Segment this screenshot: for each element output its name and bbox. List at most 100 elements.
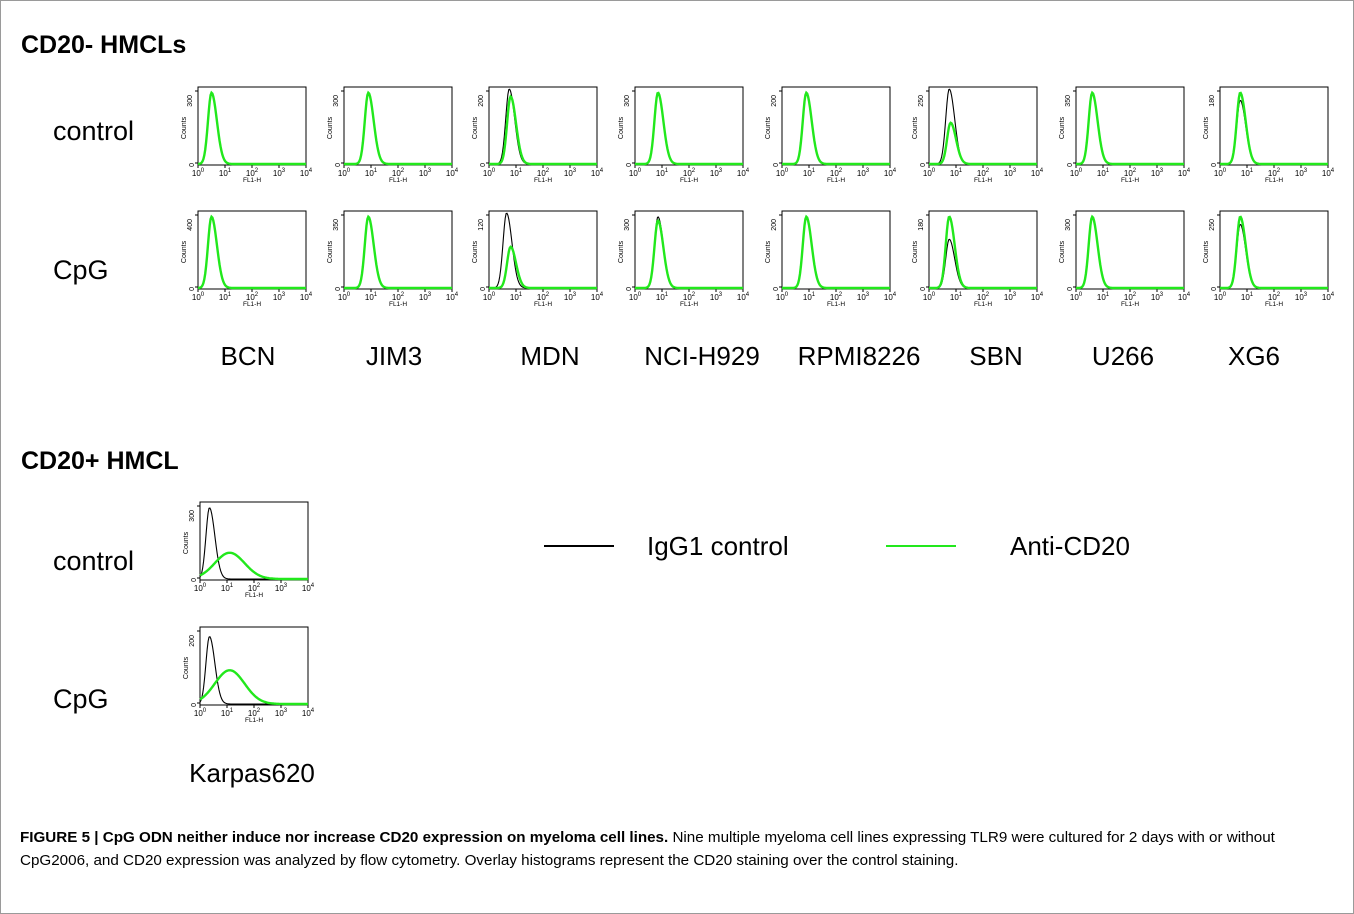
series-line-anti-cd20	[782, 90, 890, 166]
y-max-tick-label: 350	[1065, 95, 1072, 107]
y-max-tick-label: 120	[478, 219, 485, 231]
histogram-BCN-control: 300 0 Counts 100 101 102 103 104 FL1-H	[181, 86, 313, 184]
x-tick-label: 100	[483, 168, 496, 178]
series-line-igg1-control	[782, 215, 890, 289]
x-tick-label: 103	[419, 292, 432, 302]
y-zero-tick-label: 0	[773, 163, 780, 167]
x-axis-label: FL1-H	[245, 717, 263, 724]
y-max-tick-label: 250	[1209, 219, 1216, 231]
series-line-igg1-control	[344, 215, 452, 289]
y-axis-label: Counts	[618, 240, 625, 263]
histogram-XG6-control: 180 0 Counts 100 101 102 103 104 FL1-H	[1203, 86, 1335, 184]
x-tick-label: 103	[564, 292, 577, 302]
x-tick-label: 102	[683, 292, 696, 302]
series-line-igg1-control	[1076, 91, 1184, 165]
series-line-igg1-control	[782, 91, 890, 165]
x-tick-label: 104	[737, 168, 750, 178]
x-axis-label: FL1-H	[534, 301, 552, 308]
histogram-JIM3-control: 300 0 Counts 100 101 102 103 104 FL1-H	[327, 86, 459, 184]
figure-caption: FIGURE 5 | CpG ODN neither induce nor in…	[20, 826, 1340, 872]
y-zero-tick-label: 0	[191, 578, 198, 582]
y-max-tick-label: 180	[1209, 95, 1216, 107]
series-line-anti-cd20	[782, 214, 890, 290]
x-tick-label: 100	[338, 292, 351, 302]
series-line-anti-cd20	[197, 90, 306, 166]
x-tick-label: 101	[365, 292, 378, 302]
x-tick-label: 103	[1004, 168, 1017, 178]
x-tick-label: 100	[923, 292, 936, 302]
x-tick-label: 101	[1241, 292, 1254, 302]
cell-line-label: NCI-H929	[644, 341, 760, 371]
plot-frame	[343, 210, 453, 290]
x-tick-label: 103	[1004, 292, 1017, 302]
histogram-MDN-cpg: 120 0 Counts 100 101 102 103 104 FL1-H	[472, 210, 604, 308]
x-axis-label: FL1-H	[1121, 301, 1139, 308]
x-tick-label: 102	[392, 168, 405, 178]
x-tick-label: 104	[1322, 292, 1335, 302]
x-tick-label: 104	[446, 292, 459, 302]
x-tick-label: 104	[591, 168, 604, 178]
x-tick-label: 104	[1322, 168, 1335, 178]
y-zero-tick-label: 0	[1067, 163, 1074, 167]
x-axis-label: FL1-H	[245, 592, 263, 599]
x-tick-label: 100	[629, 168, 642, 178]
plot-frame	[781, 86, 891, 166]
x-tick-label: 102	[830, 168, 843, 178]
row-label-cpg-karpas: CpG	[53, 684, 109, 714]
series-line-igg1-control	[199, 507, 308, 580]
x-tick-label: 104	[591, 292, 604, 302]
series-line-igg1-control	[1076, 215, 1184, 289]
plot-frame	[343, 86, 453, 166]
cell-line-label-karpas: Karpas620	[189, 758, 315, 788]
x-tick-label: 102	[1268, 292, 1281, 302]
y-max-tick-label: 200	[189, 635, 196, 647]
x-tick-label: 103	[1151, 292, 1164, 302]
legend-swatch-anti-cd20	[886, 545, 956, 547]
x-tick-label: 102	[392, 292, 405, 302]
cell-line-label: U266	[1091, 341, 1155, 371]
cell-line-label: RPMI8226	[797, 341, 921, 371]
x-tick-label: 104	[884, 292, 897, 302]
series-line-igg1-control	[489, 88, 597, 165]
series-line-anti-cd20	[929, 121, 1037, 166]
x-tick-label: 101	[510, 168, 523, 178]
plot-frame	[199, 501, 309, 581]
histogram-SBN-cpg: 180 0 Counts 100 101 102 103 104 FL1-H	[912, 210, 1044, 308]
x-tick-label: 102	[537, 168, 550, 178]
x-axis-label: FL1-H	[680, 177, 698, 184]
y-max-tick-label: 180	[918, 219, 925, 231]
y-zero-tick-label: 0	[626, 287, 633, 291]
histogram-grid: 300 0 Counts 100 101 102 103 104 FL1-H 300 0 Counts…	[181, 86, 1335, 724]
x-tick-label: 101	[221, 583, 234, 593]
series-line-anti-cd20	[489, 245, 597, 290]
x-tick-label: 102	[1124, 168, 1137, 178]
x-tick-label: 100	[1070, 168, 1083, 178]
x-axis-label: FL1-H	[827, 301, 845, 308]
y-max-tick-label: 200	[771, 219, 778, 231]
x-tick-label: 100	[1214, 168, 1227, 178]
x-tick-label: 100	[1070, 292, 1083, 302]
x-axis-label: FL1-H	[243, 177, 261, 184]
x-tick-label: 103	[710, 292, 723, 302]
row-label-control: control	[53, 116, 135, 146]
y-zero-tick-label: 0	[335, 287, 342, 291]
y-max-tick-label: 400	[187, 219, 194, 231]
y-zero-tick-label: 0	[480, 287, 487, 291]
x-tick-label: 100	[776, 292, 789, 302]
x-tick-label: 102	[830, 292, 843, 302]
x-tick-label: 102	[246, 292, 259, 302]
y-axis-label: Counts	[765, 116, 772, 139]
x-tick-label: 101	[950, 168, 963, 178]
x-tick-label: 104	[300, 292, 313, 302]
legend-swatch-igg1	[544, 545, 614, 547]
x-tick-label: 100	[776, 168, 789, 178]
x-tick-label: 100	[194, 583, 207, 593]
y-zero-tick-label: 0	[189, 287, 196, 291]
histogram-SBN-control: 250 0 Counts 100 101 102 103 104 FL1-H	[912, 86, 1044, 184]
cell-line-label: JIM3	[365, 341, 423, 371]
y-axis-label: Counts	[1203, 116, 1210, 139]
series-line-anti-cd20	[635, 219, 743, 290]
x-tick-label: 101	[803, 292, 816, 302]
x-tick-label: 103	[1295, 292, 1308, 302]
